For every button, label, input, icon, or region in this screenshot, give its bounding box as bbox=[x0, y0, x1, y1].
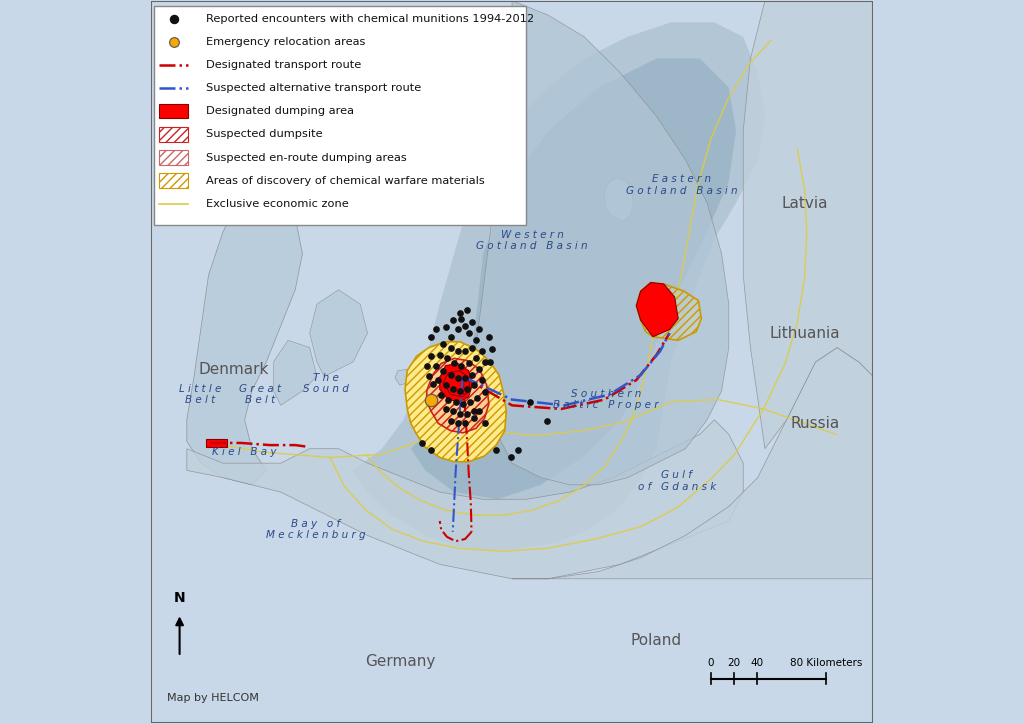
Text: Latvia: Latvia bbox=[781, 195, 828, 211]
Text: Areas of discovery of chemical warfare materials: Areas of discovery of chemical warfare m… bbox=[206, 176, 484, 185]
Text: 80 Kilometers: 80 Kilometers bbox=[791, 657, 862, 668]
Text: S o u t h e r n
B a l t i c   P r o p e r: S o u t h e r n B a l t i c P r o p e r bbox=[553, 389, 658, 411]
Text: N: N bbox=[174, 591, 185, 605]
Text: 40: 40 bbox=[751, 657, 764, 668]
Polygon shape bbox=[427, 358, 488, 433]
FancyBboxPatch shape bbox=[155, 7, 526, 224]
Text: Denmark: Denmark bbox=[199, 362, 269, 376]
Text: B a y   o f
M e c k l e n b u r g: B a y o f M e c k l e n b u r g bbox=[265, 519, 366, 540]
Text: 0: 0 bbox=[708, 657, 714, 668]
Bar bbox=[160, 151, 188, 165]
Text: Designated transport route: Designated transport route bbox=[206, 60, 360, 70]
Polygon shape bbox=[186, 174, 302, 485]
Text: Reported encounters with chemical munitions 1994-2012: Reported encounters with chemical muniti… bbox=[206, 14, 534, 24]
Polygon shape bbox=[439, 363, 472, 402]
Bar bbox=[206, 439, 227, 447]
Polygon shape bbox=[273, 340, 316, 405]
Text: Lithuania: Lithuania bbox=[769, 326, 840, 340]
Text: T h e
S o u n d: T h e S o u n d bbox=[303, 373, 349, 395]
Text: Germany: Germany bbox=[365, 654, 435, 670]
Polygon shape bbox=[743, 1, 873, 449]
Bar bbox=[160, 174, 188, 188]
Text: W e s t e r n
G o t l a n d   B a s i n: W e s t e r n G o t l a n d B a s i n bbox=[476, 230, 588, 251]
Text: Designated dumping area: Designated dumping area bbox=[206, 106, 353, 117]
Text: 20: 20 bbox=[727, 657, 740, 668]
Polygon shape bbox=[395, 369, 413, 385]
Text: G u l f
o f   G d a n s k: G u l f o f G d a n s k bbox=[638, 471, 716, 492]
Text: Map by HELCOM: Map by HELCOM bbox=[167, 693, 258, 703]
Text: Russia: Russia bbox=[791, 416, 840, 431]
Bar bbox=[160, 104, 188, 119]
Bar bbox=[160, 127, 188, 142]
Polygon shape bbox=[309, 290, 368, 376]
Text: G r e a t
B e l t: G r e a t B e l t bbox=[240, 384, 282, 405]
Text: K i e l   B a y: K i e l B a y bbox=[212, 447, 276, 458]
Polygon shape bbox=[411, 59, 736, 500]
Text: L i t t l e
B e l t: L i t t l e B e l t bbox=[178, 384, 221, 405]
Polygon shape bbox=[512, 348, 873, 578]
Text: Poland: Poland bbox=[631, 633, 682, 648]
Polygon shape bbox=[443, 371, 470, 397]
Polygon shape bbox=[476, 1, 729, 485]
Text: Exclusive economic zone: Exclusive economic zone bbox=[206, 199, 348, 209]
Polygon shape bbox=[636, 282, 701, 340]
Polygon shape bbox=[604, 177, 634, 221]
Text: E a s t e r n
G o t l a n d   B a s i n: E a s t e r n G o t l a n d B a s i n bbox=[626, 174, 737, 195]
Text: Emergency relocation areas: Emergency relocation areas bbox=[206, 37, 365, 47]
Polygon shape bbox=[636, 282, 678, 337]
Polygon shape bbox=[186, 420, 743, 578]
Polygon shape bbox=[353, 22, 765, 550]
Text: Suspected en-route dumping areas: Suspected en-route dumping areas bbox=[206, 153, 407, 162]
Text: Suspected alternative transport route: Suspected alternative transport route bbox=[206, 83, 421, 93]
Polygon shape bbox=[406, 342, 506, 462]
Text: Suspected dumpsite: Suspected dumpsite bbox=[206, 130, 323, 140]
